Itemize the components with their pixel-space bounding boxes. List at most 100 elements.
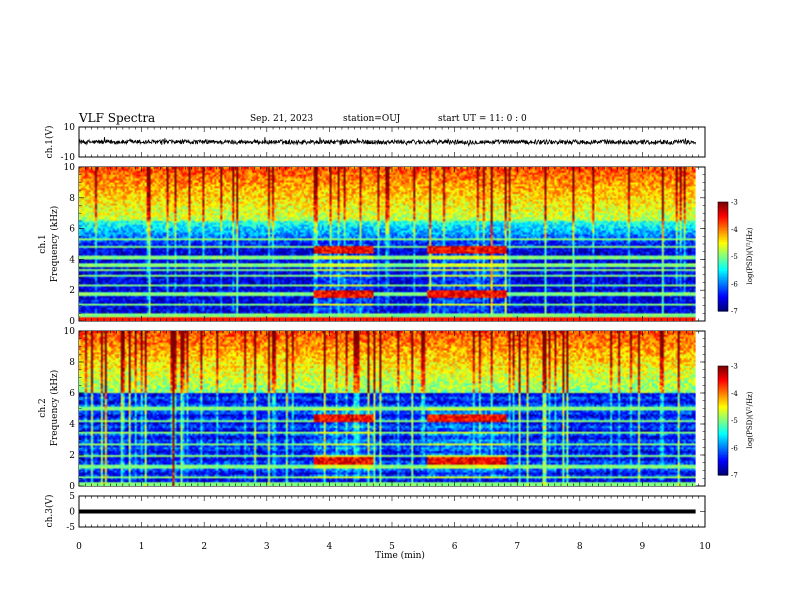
y-tick-label: 0 (69, 508, 75, 518)
start-time-label: start UT = 11: 0 : 0 (438, 114, 527, 124)
colorbar1-tick-label: -5 (731, 253, 738, 261)
colorbar1-cell (718, 265, 728, 268)
colorbar2-cell (718, 447, 728, 451)
colorbar1-cell (718, 234, 728, 238)
colorbar1-cell (718, 212, 728, 216)
colorbar2-cell (718, 380, 728, 383)
ch1-waveform-trace (78, 137, 696, 148)
colorbar1-cell (718, 223, 728, 227)
x-tick-label: 8 (577, 542, 583, 552)
colorbar1-frame (717, 201, 729, 312)
colorbar1-label: log(PSD)(V²/Hz) (746, 227, 754, 284)
y-tick-label: 10 (64, 327, 76, 337)
colorbar2-cell (718, 384, 728, 387)
colorbar1-cell (718, 221, 728, 225)
colorbar2-tick-label: -7 (731, 472, 738, 480)
x-tick-label: 4 (327, 542, 333, 552)
colorbar2-cell (718, 444, 728, 447)
colorbar1-cell (718, 298, 728, 301)
y-tick-label: 4 (69, 420, 75, 430)
x-axis-label: Time (min) (375, 550, 425, 561)
colorbar1-cell (718, 218, 728, 221)
colorbar2-cell (718, 453, 728, 456)
colorbar1-cell (718, 238, 728, 241)
colorbar2-cell (718, 422, 728, 425)
colorbar2-cell (718, 404, 728, 407)
y-tick-label: 6 (69, 225, 75, 235)
colorbar2-cell (718, 449, 728, 452)
y-tick-label: 10 (64, 123, 76, 133)
colorbar1-cell (718, 247, 728, 250)
colorbar2-cell (718, 398, 728, 402)
colorbar1-cell (718, 209, 728, 212)
colorbar2-cell (718, 395, 728, 398)
colorbar2-tick-label: -4 (731, 390, 738, 398)
ch2-spectrogram-ylabel-line2: Frequency (kHz) (49, 370, 60, 447)
colorbar1-cell (718, 267, 728, 270)
colorbar2-cell (718, 396, 728, 400)
colorbar1-cell (718, 243, 728, 247)
colorbar1-cell (718, 263, 728, 267)
colorbar1-cell (718, 289, 728, 292)
colorbar1-cell (718, 261, 728, 265)
x-tick-label: 5 (389, 542, 395, 552)
colorbar1-tick-label: -7 (731, 308, 738, 316)
colorbar1-cell (718, 291, 728, 294)
ch1-trace-line (78, 137, 696, 148)
colorbar2-cell (718, 405, 728, 409)
colorbar1-cell (718, 274, 728, 278)
colorbar2-cell (718, 407, 728, 411)
colorbar1-cell (718, 303, 728, 307)
colorbar1-cell (718, 203, 728, 207)
colorbar2-label: log(PSD)(V²/Hz) (746, 391, 754, 448)
colorbar2-cell (718, 373, 728, 376)
colorbar1-cell (718, 294, 728, 298)
colorbar1-cell (718, 249, 728, 252)
colorbar1-cell (718, 283, 728, 287)
colorbar2-cell (718, 464, 728, 467)
y-tick-label: 10 (64, 163, 76, 173)
colorbar2-cell (718, 431, 728, 434)
colorbar1-cell (718, 205, 728, 209)
colorbar1-cell (718, 285, 728, 288)
y-tick-label: 6 (69, 389, 75, 399)
colorbar2-cell (718, 416, 728, 420)
ch1-waveform-ylabel: ch.1(V) (44, 126, 55, 159)
y-tick-label: -10 (61, 153, 76, 163)
colorbar2-cell (718, 385, 728, 389)
colorbar2-cell (718, 376, 728, 380)
colorbar1-cell (718, 229, 728, 232)
colorbar2-cell (718, 433, 728, 436)
colorbar2-cell (718, 425, 728, 429)
y-tick-label: 0 (69, 482, 75, 492)
colorbar2-cell (718, 424, 728, 427)
colorbar2-cell (718, 429, 728, 432)
colorbar1-cell (718, 202, 728, 205)
colorbar2-cell (718, 418, 728, 422)
chart-title: VLF Spectra (79, 111, 156, 125)
ch1-spectrogram-ylabel-line1: ch.1 (38, 234, 48, 253)
colorbar1-cell (718, 307, 728, 310)
colorbar2-cell (718, 469, 728, 472)
colorbar2-cell (718, 440, 728, 443)
colorbar2-cell (718, 389, 728, 393)
colorbar2-cell (718, 415, 728, 418)
colorbar2-cell (718, 465, 728, 469)
ch1-spectrogram-image (79, 167, 696, 321)
ch2-spectrogram-ylabel-line1: ch.2 (38, 398, 48, 417)
x-tick-label: 6 (452, 542, 458, 552)
colorbar1-cell (718, 216, 728, 219)
colorbar2-cell (718, 378, 728, 382)
colorbar1-cell (718, 254, 728, 258)
colorbar2-cell (718, 420, 728, 423)
colorbar2-cell (718, 375, 728, 378)
colorbar1-cell (718, 245, 728, 249)
colorbar1-cell (718, 271, 728, 274)
colorbar2-cell (718, 427, 728, 431)
colorbar2-cell (718, 366, 728, 369)
y-tick-label: -5 (66, 523, 75, 533)
colorbar1-cell (718, 225, 728, 229)
colorbar1-cell (718, 227, 728, 230)
colorbar1-cell (718, 300, 728, 303)
colorbar2-cell (718, 367, 728, 371)
